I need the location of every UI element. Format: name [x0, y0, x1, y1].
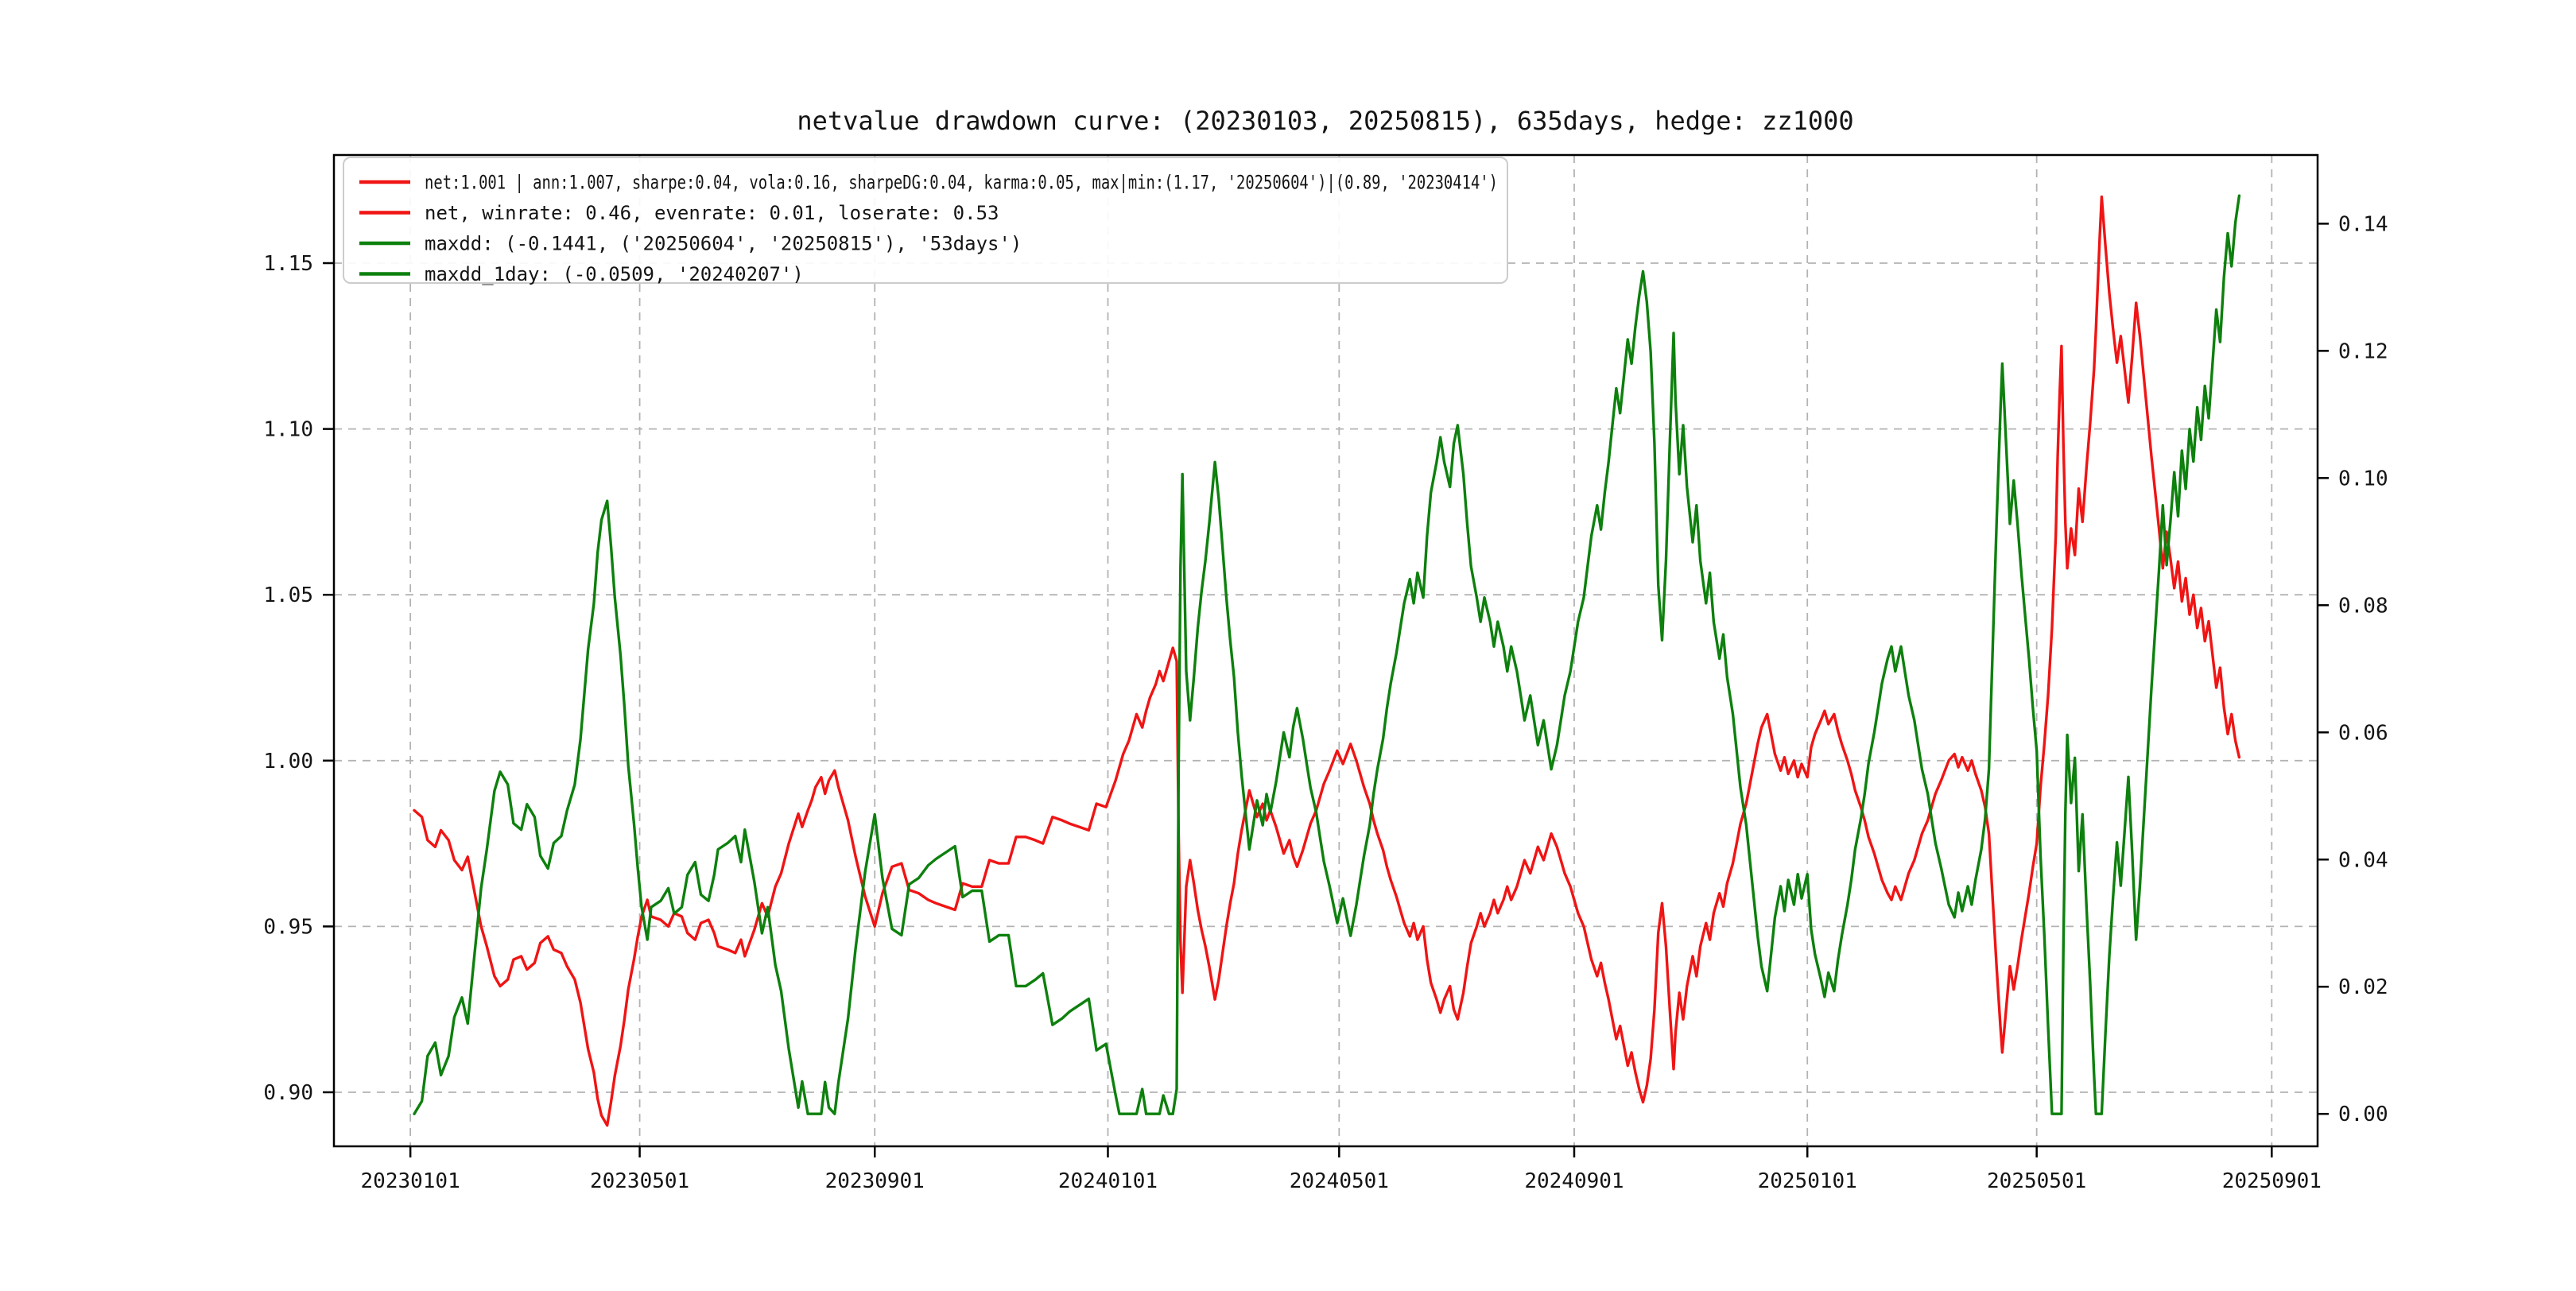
right-tick-label: 0.10	[2338, 467, 2388, 490]
x-tick-label: 20240501	[1290, 1169, 1389, 1193]
x-tick-label: 20230901	[825, 1169, 925, 1193]
gridlines	[334, 155, 2318, 1146]
x-tick-label: 20240101	[1058, 1169, 1158, 1193]
right-tick-label: 0.02	[2338, 975, 2388, 999]
series-lines	[413, 194, 2241, 1127]
left-tick-label: 1.10	[263, 418, 313, 442]
left-tick-label: 0.90	[263, 1081, 313, 1105]
right-tick-label: 0.08	[2338, 594, 2388, 618]
left-axis-tick-labels: 1.15 1.10 1.05 1.00 0.95 0.90	[263, 252, 313, 1105]
axis-tick-marks	[323, 223, 2329, 1157]
x-tick-label: 20230501	[590, 1169, 689, 1193]
legend-label: maxdd_1day: (-0.0509, '20240207')	[425, 263, 804, 285]
legend-box	[343, 157, 1508, 284]
left-tick-label: 1.05	[263, 583, 313, 607]
legend-label: net, winrate: 0.46, evenrate: 0.01, lose…	[425, 202, 999, 224]
x-tick-label: 20250901	[2222, 1169, 2322, 1193]
legend: net:1.001 | ann:1.007, sharpe:0.04, vola…	[343, 157, 1508, 285]
left-tick-label: 1.15	[263, 252, 313, 276]
x-tick-label: 20240901	[1524, 1169, 1624, 1193]
legend-label: maxdd: (-0.1441, ('20250604', '20250815'…	[425, 233, 1022, 255]
x-axis-tick-labels: 20230101 20230501 20230901 20240101 20240501…	[361, 1169, 2322, 1193]
net-line	[413, 195, 2241, 1127]
x-tick-label: 20250501	[1987, 1169, 2086, 1193]
chart-title: netvalue drawdown curve: (20230103, 2025…	[797, 106, 1853, 136]
right-tick-label: 0.06	[2338, 721, 2388, 745]
right-tick-label: 0.04	[2338, 848, 2388, 872]
right-tick-label: 0.00	[2338, 1103, 2388, 1126]
legend-label: net:1.001 | ann:1.007, sharpe:0.04, vola…	[425, 172, 1498, 194]
left-tick-label: 0.95	[263, 915, 313, 939]
right-tick-label: 0.14	[2338, 212, 2388, 236]
left-tick-label: 1.00	[263, 750, 313, 773]
right-axis-tick-labels: 0.14 0.12 0.10 0.08 0.06 0.04 0.02 0.00	[2338, 212, 2388, 1126]
right-tick-label: 0.12	[2338, 339, 2388, 363]
x-tick-label: 20250101	[1758, 1169, 1857, 1193]
drawdown-line	[413, 194, 2241, 1115]
plot-border	[332, 153, 2319, 1148]
x-tick-label: 20230101	[361, 1169, 460, 1193]
